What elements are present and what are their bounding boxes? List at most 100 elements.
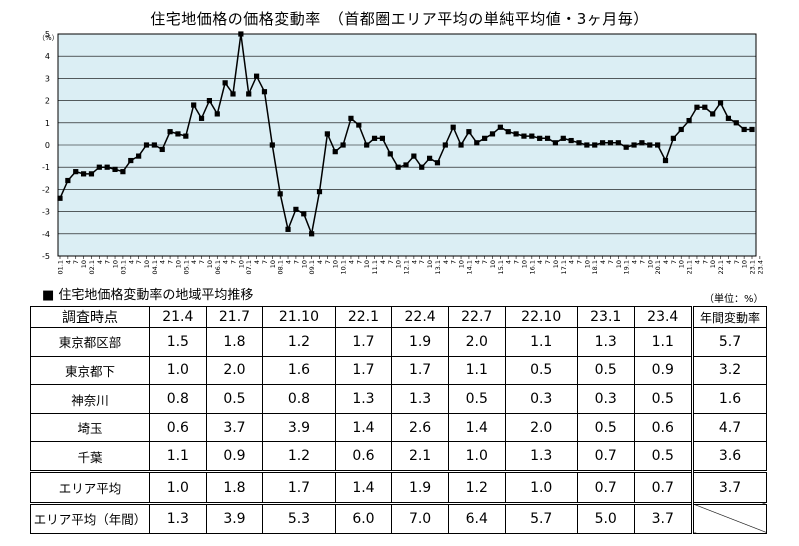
data-point bbox=[458, 142, 464, 148]
table-cell: 2.6 bbox=[391, 412, 449, 443]
annual-cell-empty bbox=[691, 501, 767, 535]
x-tick-label: 4 bbox=[473, 260, 481, 264]
x-tick-label: 7 bbox=[167, 260, 175, 264]
table-cell: 0.6 bbox=[334, 441, 393, 473]
table-cell: 0.3 bbox=[504, 384, 578, 414]
x-tick-label: 7 bbox=[72, 260, 80, 264]
x-tick-label: 4 bbox=[347, 260, 355, 264]
x-tick-label: 08.1 bbox=[277, 260, 285, 274]
x-tick-label: 4 bbox=[536, 260, 544, 264]
data-point bbox=[670, 135, 676, 141]
data-point bbox=[662, 157, 669, 164]
y-tick-label: -5 bbox=[42, 252, 50, 261]
table-cell: 1.2 bbox=[447, 470, 506, 504]
x-tick-label: 4 bbox=[693, 260, 701, 264]
data-point bbox=[324, 131, 330, 137]
table-cell: 7.0 bbox=[391, 501, 449, 535]
data-point bbox=[639, 140, 645, 146]
x-tick-label: 10 bbox=[80, 260, 88, 268]
x-tick-label: 4 bbox=[190, 260, 198, 264]
x-tick-label: 22.1 bbox=[717, 260, 725, 274]
x-tick-label: 4 bbox=[725, 260, 733, 264]
y-tick-label: -2 bbox=[42, 185, 50, 194]
data-point bbox=[576, 140, 582, 146]
data-point bbox=[340, 142, 346, 148]
row-label: 神奈川 bbox=[30, 384, 150, 414]
table-cell: 1.5 bbox=[149, 327, 207, 357]
y-unit-label: （%） bbox=[38, 34, 59, 42]
x-tick-label: 7 bbox=[355, 260, 363, 264]
x-tick-label: 06.1 bbox=[214, 260, 222, 274]
table-row: 東京都区部 1.5 1.8 1.2 1.7 1.9 2.0 1.1 1.3 1.1 5.7 bbox=[30, 327, 767, 357]
x-tick-label: 7 bbox=[670, 260, 678, 264]
x-tick-label: 7 bbox=[450, 260, 458, 264]
x-tick-label: 10 bbox=[646, 260, 654, 268]
table-row: エリア平均（年間） 1.3 3.9 5.3 6.0 7.0 6.4 5.7 5.0 3.7 bbox=[30, 501, 767, 535]
data-point bbox=[348, 115, 354, 121]
x-tick-label: 20.1 bbox=[654, 260, 662, 274]
table-cell: 0.8 bbox=[262, 384, 336, 414]
data-point bbox=[332, 149, 338, 155]
x-tick-label: 10 bbox=[332, 260, 340, 268]
data-point bbox=[159, 146, 165, 153]
data-point bbox=[552, 140, 559, 146]
data-point bbox=[371, 135, 378, 141]
data-point bbox=[96, 164, 102, 170]
data-point bbox=[607, 140, 614, 146]
table-cell: 5.7 bbox=[504, 501, 578, 535]
table-cell: 1.7 bbox=[262, 470, 336, 504]
x-tick-label: 7 bbox=[324, 260, 332, 264]
annual-cell: 5.7 bbox=[691, 327, 767, 357]
table-cell: 1.0 bbox=[504, 470, 578, 504]
x-tick-label: 4 bbox=[568, 260, 576, 264]
data-point bbox=[529, 133, 535, 139]
table-cell: 3.7 bbox=[205, 412, 264, 443]
table-cell: 5.3 bbox=[262, 501, 336, 535]
data-point bbox=[309, 231, 315, 237]
row-label: 千葉 bbox=[30, 441, 150, 473]
data-point bbox=[65, 177, 71, 184]
data-point bbox=[238, 31, 244, 37]
x-tick-label: 23.1 bbox=[749, 260, 757, 274]
table-cell: 0.5 bbox=[504, 355, 578, 386]
table-cell: 2.0 bbox=[447, 327, 506, 357]
row-label: エリア平均 bbox=[30, 470, 150, 504]
table-cell: 1.2 bbox=[262, 441, 336, 473]
x-tick-label: 04.1 bbox=[151, 260, 159, 274]
table-cell: 1.9 bbox=[391, 470, 449, 504]
data-point bbox=[167, 129, 173, 135]
data-point bbox=[269, 142, 275, 148]
data-point bbox=[151, 142, 157, 148]
table-cell: 1.1 bbox=[633, 327, 694, 357]
header-col: 21.10 bbox=[262, 306, 336, 328]
x-tick-label: 11.1 bbox=[371, 260, 379, 274]
y-tick-label: -4 bbox=[42, 230, 50, 239]
data-point bbox=[120, 169, 126, 175]
data-point bbox=[599, 140, 606, 146]
table-cell: 0.9 bbox=[633, 355, 694, 386]
x-tick-label: 4 bbox=[253, 260, 261, 264]
y-tick-label: 2 bbox=[45, 97, 50, 106]
x-tick-label: 4 bbox=[379, 260, 387, 264]
data-point bbox=[631, 142, 637, 148]
table-cell: 1.1 bbox=[447, 355, 506, 386]
data-point bbox=[647, 142, 653, 148]
x-tick-label: 21.1 bbox=[686, 260, 694, 274]
data-point bbox=[592, 142, 598, 148]
x-tick-label: 05.1 bbox=[182, 260, 190, 274]
x-tick-label: 02.1 bbox=[88, 260, 96, 274]
table-cell: 2.0 bbox=[504, 412, 578, 443]
data-point bbox=[230, 91, 236, 97]
data-point bbox=[214, 111, 220, 117]
data-point bbox=[246, 91, 252, 97]
data-point bbox=[198, 115, 205, 121]
data-point bbox=[702, 104, 708, 110]
x-tick-label: 23.4 bbox=[756, 260, 764, 274]
x-tick-label: 10 bbox=[615, 260, 623, 268]
data-point bbox=[466, 129, 472, 135]
x-tick-label: 03.1 bbox=[119, 260, 127, 274]
data-point bbox=[175, 131, 181, 137]
x-tick-label: 10 bbox=[741, 260, 749, 268]
data-point bbox=[537, 135, 543, 141]
